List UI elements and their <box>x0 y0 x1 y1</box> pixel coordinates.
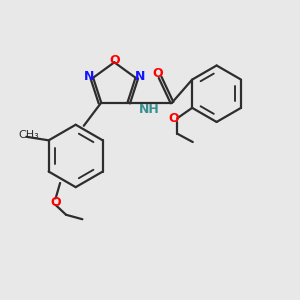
Text: O: O <box>168 112 179 125</box>
Text: O: O <box>110 54 120 67</box>
Text: CH₃: CH₃ <box>18 130 39 140</box>
Text: O: O <box>153 67 164 80</box>
Text: N: N <box>135 70 145 83</box>
Text: NH: NH <box>140 103 160 116</box>
Text: N: N <box>83 70 94 83</box>
Text: O: O <box>50 196 61 209</box>
